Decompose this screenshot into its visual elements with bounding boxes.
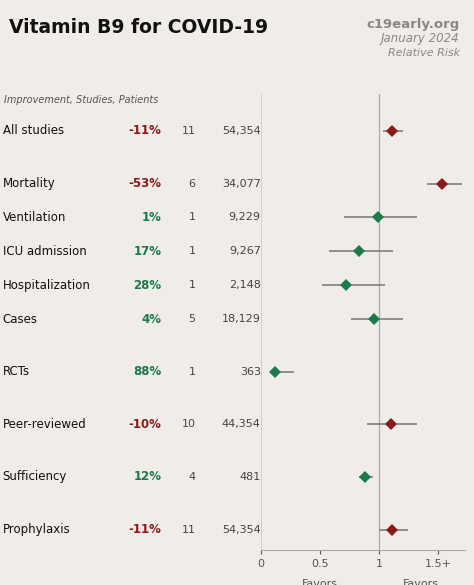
Text: 11: 11 (182, 126, 196, 136)
Text: -53%: -53% (128, 177, 162, 190)
Text: Ventilation: Ventilation (3, 211, 66, 224)
Text: All studies: All studies (3, 125, 64, 137)
Text: Peer-reviewed: Peer-reviewed (3, 418, 86, 431)
Text: Improvement, Studies, Patients: Improvement, Studies, Patients (4, 95, 158, 105)
Text: 4%: 4% (142, 313, 162, 326)
Text: 6: 6 (189, 178, 196, 188)
Text: 5: 5 (189, 314, 196, 324)
Text: 18,129: 18,129 (222, 314, 261, 324)
Text: 2,148: 2,148 (229, 280, 261, 290)
Text: c19early.org: c19early.org (366, 18, 460, 30)
Text: 9,267: 9,267 (229, 246, 261, 256)
Text: 1: 1 (189, 212, 196, 222)
Text: 17%: 17% (134, 245, 162, 258)
Text: 481: 481 (239, 472, 261, 482)
Text: 1: 1 (189, 367, 196, 377)
Text: Mortality: Mortality (3, 177, 55, 190)
Text: Favors
vitamin B9: Favors vitamin B9 (290, 579, 350, 585)
Text: 1: 1 (189, 246, 196, 256)
Text: 10: 10 (182, 419, 196, 429)
Text: RCTs: RCTs (3, 365, 30, 378)
Text: -10%: -10% (129, 418, 162, 431)
Text: 4: 4 (188, 472, 196, 482)
Text: -11%: -11% (129, 523, 162, 536)
Text: 34,077: 34,077 (222, 178, 261, 188)
Text: 44,354: 44,354 (222, 419, 261, 429)
Text: -11%: -11% (129, 125, 162, 137)
Text: 28%: 28% (134, 279, 162, 292)
Text: 88%: 88% (133, 365, 162, 378)
Text: Relative Risk: Relative Risk (388, 48, 460, 58)
Text: 54,354: 54,354 (222, 525, 261, 535)
Text: 1: 1 (189, 280, 196, 290)
Text: Hospitalization: Hospitalization (3, 279, 91, 292)
Text: Vitamin B9 for COVID-19: Vitamin B9 for COVID-19 (9, 18, 269, 36)
Text: Cases: Cases (3, 313, 37, 326)
Text: 9,229: 9,229 (228, 212, 261, 222)
Text: Favors
control: Favors control (401, 579, 440, 585)
Text: ICU admission: ICU admission (3, 245, 86, 258)
Text: January 2024: January 2024 (381, 32, 460, 45)
Text: 11: 11 (182, 525, 196, 535)
Text: 1%: 1% (142, 211, 162, 224)
Text: 54,354: 54,354 (222, 126, 261, 136)
Text: 363: 363 (240, 367, 261, 377)
Text: 12%: 12% (134, 470, 162, 483)
Text: Prophylaxis: Prophylaxis (3, 523, 70, 536)
Text: Sufficiency: Sufficiency (3, 470, 67, 483)
